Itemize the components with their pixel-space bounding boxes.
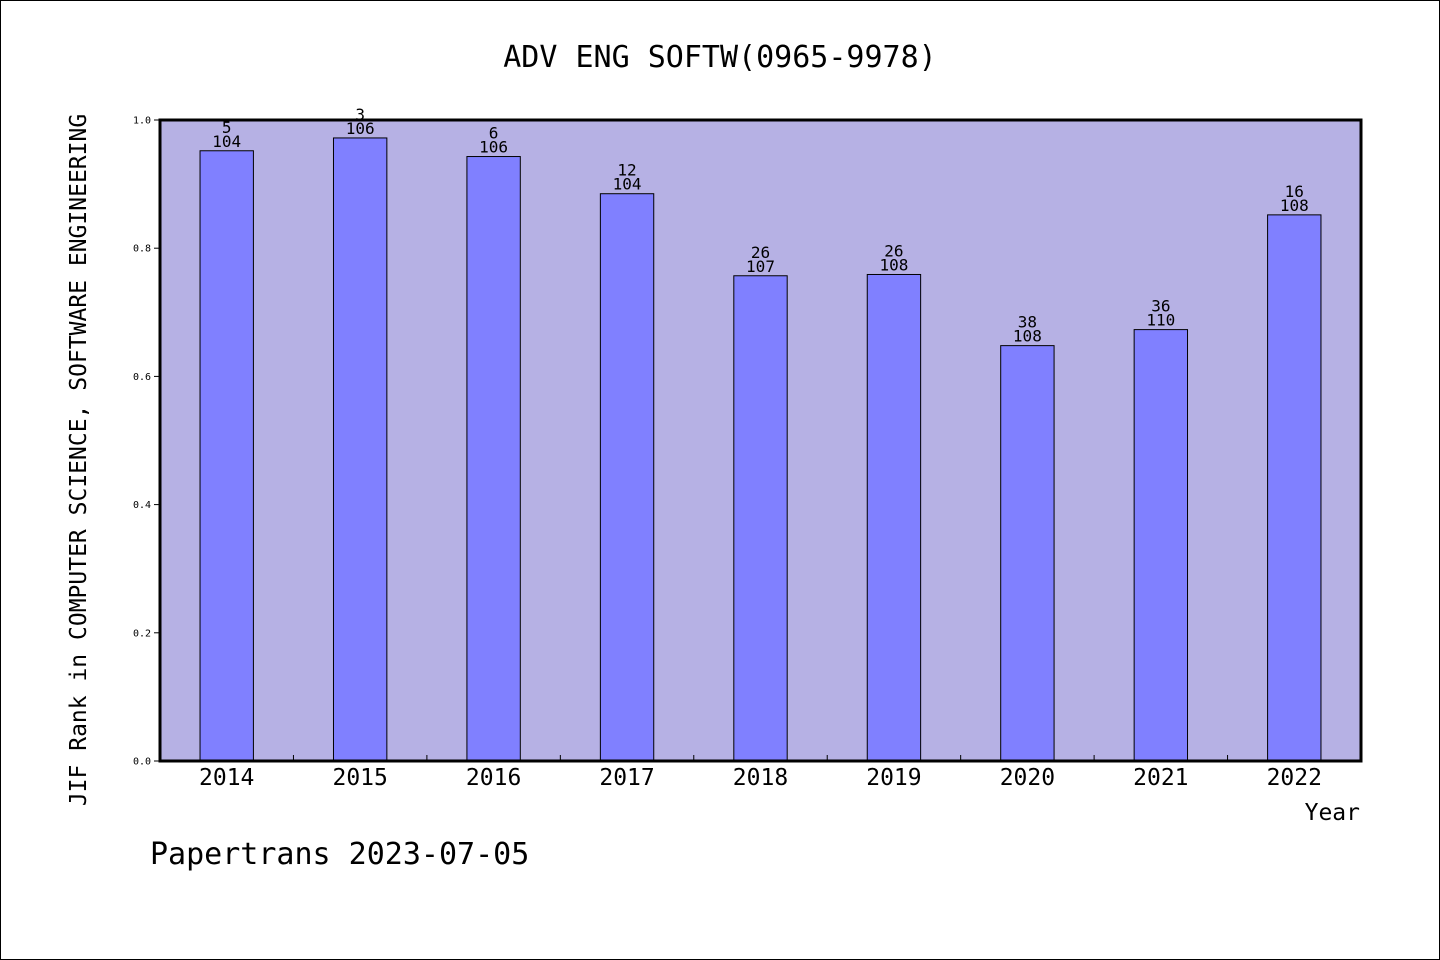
bar-rank-label: 5 <box>222 118 232 137</box>
y-tick-label: 0.0 <box>133 757 151 768</box>
bar-2016 <box>466 156 521 762</box>
bar-2015 <box>332 137 388 762</box>
y-tick-label: 0.6 <box>133 372 151 383</box>
bar-2014 <box>199 150 254 762</box>
bar-rank-label: 26 <box>751 243 770 262</box>
x-tick-label: 2022 <box>1267 765 1322 791</box>
plot-border <box>158 118 1363 763</box>
bar-2021 <box>1133 329 1189 762</box>
bar-rank-label: 12 <box>617 161 636 180</box>
bar-2019 <box>866 273 922 762</box>
bar-2018 <box>733 275 788 762</box>
bar-total-label: 104 <box>212 132 241 151</box>
y-tick-label: 1.0 <box>133 116 151 127</box>
x-tick-label: 2018 <box>733 765 788 791</box>
bar-total-label: 108 <box>1280 196 1309 215</box>
chart-title: ADV ENG SOFTW(0965-9978) <box>503 40 936 75</box>
bar-2022 <box>1267 214 1322 762</box>
y-tick-label: 0.2 <box>133 628 151 639</box>
bar-rank-label: 6 <box>489 124 499 143</box>
x-tick-label: 2016 <box>466 765 521 791</box>
bar-total-label: 107 <box>746 257 775 276</box>
bar-2020 <box>1000 345 1055 762</box>
x-tick-label: 2014 <box>199 765 254 791</box>
footer-credit: Papertrans 2023-07-05 <box>150 837 529 872</box>
bar-rank-label: 38 <box>1018 313 1037 332</box>
x-tick-label: 2017 <box>599 765 654 791</box>
x-axis-label: Year <box>1305 800 1360 826</box>
bar-rank-label: 26 <box>884 241 903 260</box>
x-tick-label: 2015 <box>332 765 387 791</box>
bar-rank-label: 16 <box>1285 182 1304 201</box>
bar-rank-label: 3 <box>355 105 365 124</box>
x-tick-label: 2019 <box>866 765 921 791</box>
bar-2017 <box>599 193 655 762</box>
bar-total-label: 108 <box>1013 327 1042 346</box>
bar-total-label: 108 <box>879 255 908 274</box>
ticks-layer: 0.0 0.2 0.4 0.6 0.8 1.0 2014 2015 2016 2017 2018 20… <box>133 116 1322 792</box>
bar-total-label: 106 <box>346 119 375 138</box>
bar-total-label: 110 <box>1146 311 1175 330</box>
bar-total-label: 104 <box>613 175 642 194</box>
y-tick-label: 0.4 <box>133 500 151 511</box>
y-tick-label: 0.8 <box>133 244 151 255</box>
x-tick-label: 2020 <box>1000 765 1055 791</box>
x-tick-label: 2021 <box>1133 765 1188 791</box>
bar-total-label: 106 <box>479 138 508 157</box>
y-axis-label: JIF Rank in COMPUTER SCIENCE, SOFTWARE E… <box>66 114 92 806</box>
bar-rank-label: 36 <box>1151 297 1170 316</box>
